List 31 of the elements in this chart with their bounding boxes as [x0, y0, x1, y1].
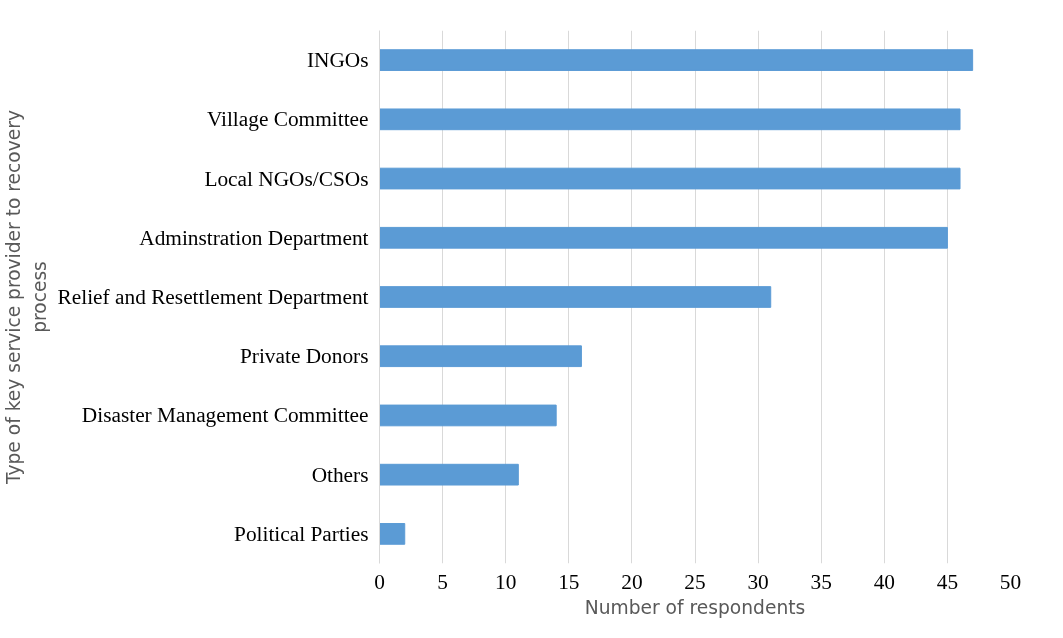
bar [379, 523, 406, 545]
y-tick-label: Village Committee [206, 107, 369, 132]
bar [379, 49, 974, 71]
y-axis-title: Type of key service provider to recovery process [3, 110, 50, 485]
x-tick-label: 50 [999, 569, 1022, 594]
y-tick-label: Disaster Management Committee [81, 403, 369, 428]
x-axis-title: Number of respondents [584, 596, 806, 618]
y-tick-label: Adminstration Department [139, 225, 369, 250]
bar [379, 286, 772, 308]
bar [379, 167, 961, 190]
x-tick-label: 35 [810, 569, 832, 594]
bar [379, 463, 519, 486]
x-tick-label: 45 [936, 569, 959, 594]
bar [379, 404, 557, 427]
x-tick-label: 0 [374, 569, 385, 594]
bar [379, 108, 961, 131]
y-tick-label: Local NGOs/CSOs [204, 166, 369, 191]
x-tick-label: 5 [437, 569, 448, 594]
x-tick-label: 25 [684, 569, 706, 594]
x-tick-label: 30 [747, 569, 769, 594]
y-tick-label: Political Parties [234, 521, 369, 546]
bar [379, 226, 948, 249]
x-tick-label: 40 [873, 569, 895, 594]
y-tick-label: Others [311, 462, 369, 487]
y-tick-label: INGOs [306, 48, 369, 73]
x-tick-label: 15 [558, 569, 580, 594]
x-tick-label: 10 [495, 569, 517, 594]
y-tick-label: Private Donors [239, 344, 369, 369]
x-tick-label: 20 [621, 569, 643, 594]
y-tick-label: Relief and Resettlement Department [57, 285, 369, 309]
bar [379, 345, 582, 368]
